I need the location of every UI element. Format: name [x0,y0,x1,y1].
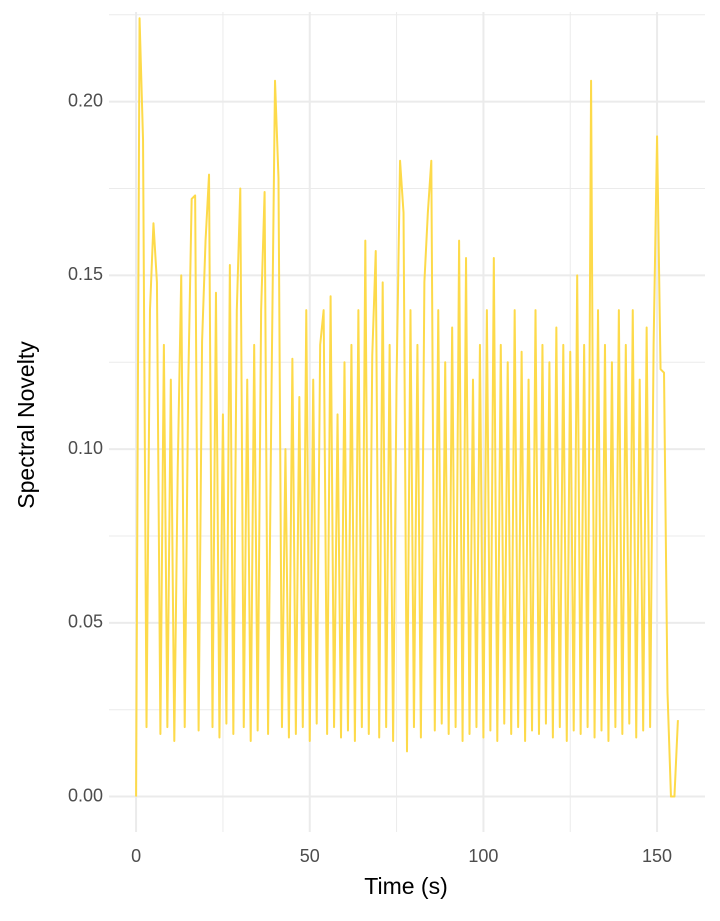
plot-area [135,17,679,798]
y-tick-label: 0.00 [68,785,103,805]
data-line [135,17,679,798]
y-axis-title: Spectral Novelty [13,341,39,509]
y-tick-label: 0.20 [68,90,103,110]
x-tick-label: 100 [468,846,498,866]
y-tick-label: 0.10 [68,438,103,458]
x-tick-label: 150 [642,846,672,866]
x-axis-title: Time (s) [364,873,447,899]
y-tick-label: 0.15 [68,264,103,284]
x-tick-label: 50 [300,846,320,866]
y-tick-label: 0.05 [68,612,103,632]
x-tick-label: 0 [131,846,141,866]
